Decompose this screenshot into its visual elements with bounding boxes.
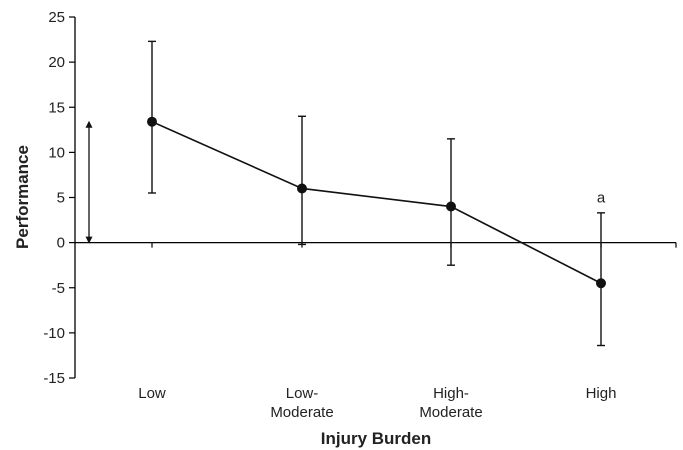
y-tick-label: 20 — [48, 54, 65, 71]
y-tick-label: 0 — [57, 235, 65, 252]
x-tick-label-line: Moderate — [419, 404, 482, 421]
y-tick-label: 5 — [57, 190, 65, 207]
plot-area: a — [85, 40, 606, 347]
data-point — [147, 116, 157, 127]
y-axis: -15 -10 -5 0 5 10 15 20 25 — [43, 9, 76, 387]
x-tick-label-line: Low- — [286, 385, 319, 402]
x-tick-label-line: Moderate — [270, 404, 333, 421]
data-point — [596, 278, 606, 289]
y-tick-label: -10 — [43, 325, 65, 342]
data-point — [446, 201, 456, 212]
x-axis-title: Injury Burden — [321, 429, 432, 448]
x-tick-label-line: Low — [138, 385, 166, 402]
range-arrow-head-down — [85, 236, 93, 244]
x-tick-label-line: High- — [433, 385, 469, 402]
series-line — [151, 120, 602, 284]
y-tick-label: 25 — [48, 9, 65, 26]
range-arrow-head-up — [85, 120, 93, 128]
y-tick-label: -5 — [52, 280, 65, 297]
x-tick-label: Low- Moderate — [270, 385, 333, 421]
x-tick-label: High- Moderate — [419, 385, 482, 421]
x-tick-label: High — [586, 385, 617, 402]
y-axis-title: Performance — [13, 145, 32, 249]
y-tick-label: 10 — [48, 144, 65, 161]
x-tick-label-line: High — [586, 385, 617, 402]
data-point — [297, 183, 307, 194]
x-axis: Low Low- Moderate High- Moderate High — [75, 241, 677, 421]
y-tick-label: 15 — [48, 99, 65, 116]
annotation-label: a — [597, 190, 606, 207]
x-tick-label: Low — [138, 385, 166, 402]
y-tick-label: -15 — [43, 370, 65, 387]
